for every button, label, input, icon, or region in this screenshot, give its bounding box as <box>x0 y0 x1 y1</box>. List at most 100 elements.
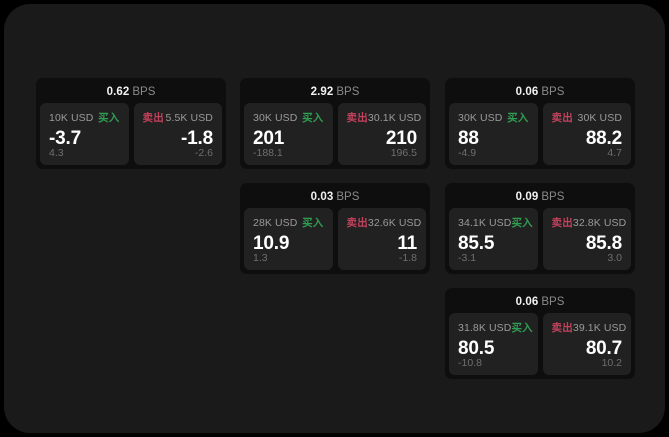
buy-price: 85.5 <box>458 233 495 254</box>
sell-side-label: 卖出 <box>346 112 368 124</box>
buy-panel-header: 30K USD 买入 <box>253 110 324 124</box>
buy-delta: -188.1 <box>253 147 283 159</box>
sell-delta: -2.6 <box>194 147 213 159</box>
buy-price: 80.5 <box>458 338 495 359</box>
buy-price: -3.7 <box>49 128 81 149</box>
buy-size-label: 30K USD <box>253 112 298 124</box>
buy-panel[interactable]: 34.1K USD 买入 85.5 -3.1 <box>449 208 538 270</box>
card-bps-header: 0.06 BPS <box>445 288 635 313</box>
spread-card[interactable]: 0.09 BPS 34.1K USD 买入 85.5 -3.1 卖出 32.8K USD 85.… <box>445 183 635 274</box>
buy-panel[interactable]: 28K USD 买入 10.9 1.3 <box>244 208 333 270</box>
spread-card[interactable]: 0.62 BPS 10K USD 买入 -3.7 4.3 卖出 5.5K USD -1.8 -2.… <box>36 78 226 169</box>
sell-panel[interactable]: 卖出 39.1K USD 80.7 10.2 <box>542 313 631 375</box>
buy-side-label: 买入 <box>98 112 120 124</box>
spread-card[interactable]: 2.92 BPS 30K USD 买入 201 -188.1 卖出 30.1K USD 210 1… <box>240 78 430 169</box>
sell-price: 80.7 <box>585 338 622 359</box>
sell-panel[interactable]: 卖出 32.6K USD 11 -1.8 <box>337 208 426 270</box>
sell-panel-header: 卖出 39.1K USD <box>551 320 627 334</box>
buy-panel-header: 10K USD 买入 <box>49 110 120 124</box>
bps-value: 0.06 <box>515 296 539 308</box>
sell-side-label: 卖出 <box>142 112 164 124</box>
sell-panel-header: 卖出 32.8K USD <box>551 215 627 229</box>
buy-size-label: 31.8K USD <box>458 322 512 334</box>
buy-panel[interactable]: 31.8K USD 买入 80.5 -10.8 <box>449 313 538 375</box>
card-bps-header: 0.09 BPS <box>445 183 635 208</box>
sell-side-label: 卖出 <box>551 217 573 229</box>
buy-delta: -3.1 <box>458 252 477 264</box>
sell-panel[interactable]: 卖出 32.8K USD 85.8 3.0 <box>542 208 631 270</box>
sell-delta: 4.7 <box>607 147 622 159</box>
buy-size-label: 34.1K USD <box>458 217 512 229</box>
card-panels: 28K USD 买入 10.9 1.3 卖出 32.6K USD 11 -1.8 <box>244 208 426 270</box>
card-panels: 30K USD 买入 88 -4.9 卖出 30K USD 88.2 4.7 <box>449 103 631 165</box>
buy-side-label: 买入 <box>511 322 533 334</box>
buy-price: 88 <box>458 128 479 149</box>
buy-panel-header: 28K USD 买入 <box>253 215 324 229</box>
sell-price: 85.8 <box>585 233 622 254</box>
bps-unit-label: BPS <box>336 86 360 98</box>
sell-side-label: 卖出 <box>551 322 573 334</box>
bps-value: 2.92 <box>310 86 334 98</box>
buy-panel-header: 31.8K USD 买入 <box>458 320 533 334</box>
card-bps-header: 2.92 BPS <box>240 78 430 103</box>
bps-value: 0.62 <box>106 86 130 98</box>
bps-value: 0.06 <box>515 86 539 98</box>
sell-panel-header: 卖出 32.6K USD <box>346 215 422 229</box>
buy-side-label: 买入 <box>507 112 529 124</box>
bps-value: 0.03 <box>310 191 334 203</box>
buy-side-label: 买入 <box>302 112 324 124</box>
sell-side-label: 卖出 <box>551 112 573 124</box>
buy-panel[interactable]: 10K USD 买入 -3.7 4.3 <box>40 103 129 165</box>
card-panels: 10K USD 买入 -3.7 4.3 卖出 5.5K USD -1.8 -2.6 <box>40 103 222 165</box>
bps-value: 0.09 <box>515 191 539 203</box>
spread-card-board: 0.62 BPS 10K USD 买入 -3.7 4.3 卖出 5.5K USD -1.8 -2.… <box>36 78 636 398</box>
buy-price: 10.9 <box>253 233 290 254</box>
card-panels: 30K USD 买入 201 -188.1 卖出 30.1K USD 210 196.5 <box>244 103 426 165</box>
sell-panel-header: 卖出 5.5K USD <box>142 110 214 124</box>
sell-panel-header: 卖出 30.1K USD <box>346 110 422 124</box>
buy-size-label: 28K USD <box>253 217 298 229</box>
sell-delta: 3.0 <box>607 252 622 264</box>
app-stage: 0.62 BPS 10K USD 买入 -3.7 4.3 卖出 5.5K USD -1.8 -2.… <box>4 4 665 433</box>
buy-panel[interactable]: 30K USD 买入 201 -188.1 <box>244 103 333 165</box>
sell-panel[interactable]: 卖出 30.1K USD 210 196.5 <box>337 103 426 165</box>
buy-size-label: 30K USD <box>458 112 503 124</box>
sell-price: 88.2 <box>585 128 622 149</box>
buy-side-label: 买入 <box>302 217 324 229</box>
sell-price: 11 <box>397 233 417 254</box>
buy-panel-header: 30K USD 买入 <box>458 110 529 124</box>
buy-side-label: 买入 <box>511 217 533 229</box>
buy-delta: -10.8 <box>458 357 482 369</box>
card-bps-header: 0.62 BPS <box>36 78 226 103</box>
spread-card[interactable]: 0.06 BPS 30K USD 买入 88 -4.9 卖出 30K USD 88.2 4.7 <box>445 78 635 169</box>
sell-panel-header: 卖出 30K USD <box>551 110 623 124</box>
sell-size-label: 32.8K USD <box>572 217 627 229</box>
bps-unit-label: BPS <box>132 86 156 98</box>
sell-side-label: 卖出 <box>346 217 368 229</box>
buy-delta: 4.3 <box>49 147 64 159</box>
sell-size-label: 39.1K USD <box>572 322 627 334</box>
bps-unit-label: BPS <box>541 296 565 308</box>
card-bps-header: 0.06 BPS <box>445 78 635 103</box>
bps-unit-label: BPS <box>336 191 360 203</box>
spread-card[interactable]: 0.03 BPS 28K USD 买入 10.9 1.3 卖出 32.6K USD 11 -1.8 <box>240 183 430 274</box>
buy-size-label: 10K USD <box>49 112 94 124</box>
sell-delta: -1.8 <box>398 252 417 264</box>
sell-size-label: 30.1K USD <box>367 112 422 124</box>
card-panels: 34.1K USD 买入 85.5 -3.1 卖出 32.8K USD 85.8 3.0 <box>449 208 631 270</box>
sell-delta: 196.5 <box>390 147 417 159</box>
sell-panel[interactable]: 卖出 5.5K USD -1.8 -2.6 <box>133 103 222 165</box>
spread-card[interactable]: 0.06 BPS 31.8K USD 买入 80.5 -10.8 卖出 39.1K USD 80… <box>445 288 635 379</box>
bps-unit-label: BPS <box>541 86 565 98</box>
buy-panel[interactable]: 30K USD 买入 88 -4.9 <box>449 103 538 165</box>
sell-price: -1.8 <box>181 128 213 149</box>
card-panels: 31.8K USD 买入 80.5 -10.8 卖出 39.1K USD 80.7 10.2 <box>449 313 631 375</box>
bps-unit-label: BPS <box>541 191 565 203</box>
card-bps-header: 0.03 BPS <box>240 183 430 208</box>
sell-size-label: 5.5K USD <box>165 112 213 124</box>
sell-panel[interactable]: 卖出 30K USD 88.2 4.7 <box>542 103 631 165</box>
buy-price: 201 <box>253 128 285 149</box>
sell-delta: 10.2 <box>601 357 622 369</box>
sell-size-label: 32.6K USD <box>367 217 422 229</box>
buy-panel-header: 34.1K USD 买入 <box>458 215 533 229</box>
